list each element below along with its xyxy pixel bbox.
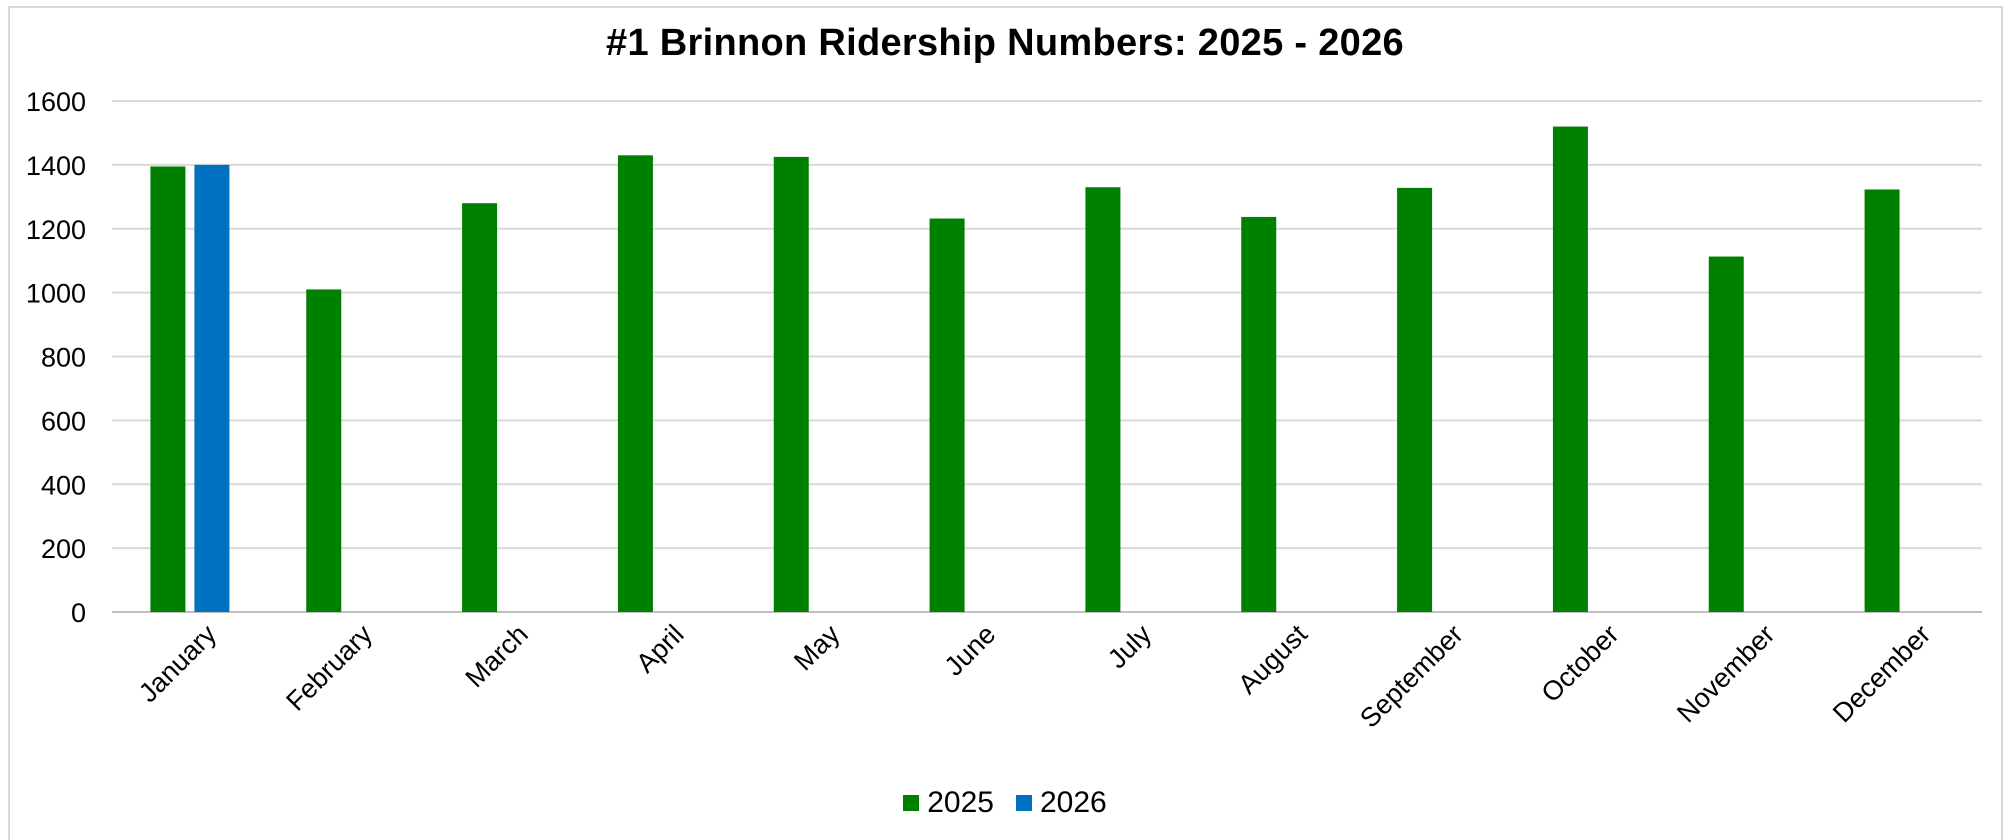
bar-2025-march — [462, 203, 498, 612]
bar-chart: 0 200 400 600 800 1000 1200 1400 1600 January Feb… — [26, 87, 1982, 734]
bar-2025-april — [617, 155, 653, 612]
bar-2025-may — [773, 156, 809, 612]
x-tick-label-june: June — [939, 619, 1002, 682]
x-tick-label-november: November — [1671, 619, 1780, 728]
y-tick-label: 200 — [41, 534, 86, 564]
gridlines — [112, 100, 1982, 613]
x-tick-label-october: October — [1536, 619, 1625, 708]
bar-2025-july — [1085, 187, 1121, 612]
x-tick-label-august: August — [1232, 619, 1313, 700]
bar-2025-january — [150, 166, 186, 613]
x-tick-label-december: December — [1827, 619, 1936, 728]
x-tick-label-march: March — [460, 619, 534, 693]
y-axis-ticks: 0 200 400 600 800 1000 1200 1400 1600 — [26, 87, 86, 628]
bar-2025-august — [1241, 216, 1277, 613]
bar-2025-june — [929, 218, 965, 612]
legend-item-2026: 2026 — [1016, 786, 1107, 820]
x-tick-label-may: May — [788, 619, 846, 677]
y-tick-label: 400 — [41, 470, 86, 500]
bar-2025-september — [1397, 187, 1433, 612]
y-tick-label: 1000 — [26, 279, 86, 309]
y-tick-label: 800 — [41, 343, 86, 373]
bar-2026-january — [194, 164, 230, 612]
x-tick-label-january: January — [133, 619, 222, 708]
legend-label-2026: 2026 — [1040, 786, 1107, 819]
chart-title: #1 Brinnon Ridership Numbers: 2025 - 202… — [606, 22, 1404, 64]
legend: 2025 2026 — [0, 786, 2010, 820]
y-tick-label: 1600 — [26, 87, 86, 117]
bar-2025-december — [1864, 189, 1900, 613]
chart-frame — [8, 6, 2003, 840]
bars — [150, 126, 1900, 613]
y-tick-label: 0 — [71, 598, 86, 628]
legend-item-2025: 2025 — [903, 786, 994, 820]
bar-2025-november — [1708, 256, 1744, 612]
x-tick-label-september: September — [1354, 619, 1469, 734]
legend-label-2025: 2025 — [927, 786, 994, 819]
bar-2025-february — [306, 289, 342, 612]
x-tick-label-july: July — [1102, 619, 1158, 675]
y-tick-label: 600 — [41, 406, 86, 436]
legend-swatch-2025 — [903, 795, 920, 811]
bar-2025-october — [1552, 126, 1588, 613]
x-tick-label-february: February — [280, 619, 378, 717]
y-tick-label: 1200 — [26, 215, 86, 245]
x-axis-ticks: January February March April May June July Augu… — [133, 619, 1936, 734]
legend-swatch-2026 — [1016, 795, 1032, 811]
x-tick-label-april: April — [630, 619, 689, 678]
y-tick-label: 1400 — [26, 151, 86, 181]
